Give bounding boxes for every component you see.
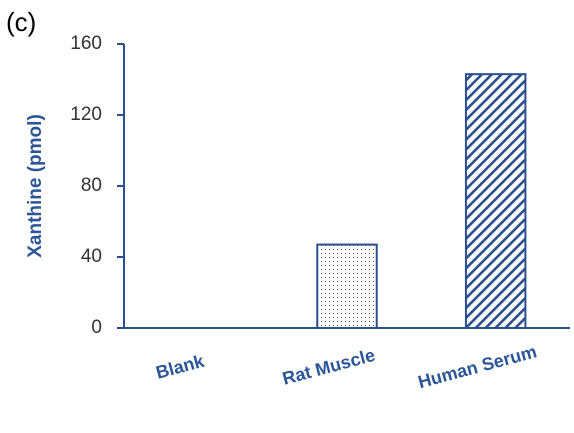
- x-tick-label: Rat Muscle: [280, 345, 377, 389]
- bar: [316, 243, 378, 329]
- y-tick-label: 80: [81, 175, 102, 196]
- x-tick-label: Human Serum: [416, 341, 539, 392]
- y-tick-label: 160: [70, 33, 102, 54]
- y-tick-label: 40: [81, 246, 102, 267]
- x-tick-label: Blank: [154, 351, 207, 383]
- bar: [464, 73, 527, 329]
- y-axis-label: Xanthine (pmol): [25, 114, 46, 258]
- panel-label: (c): [6, 7, 36, 37]
- y-tick-label: 120: [70, 104, 102, 125]
- y-tick-label: 0: [91, 317, 102, 338]
